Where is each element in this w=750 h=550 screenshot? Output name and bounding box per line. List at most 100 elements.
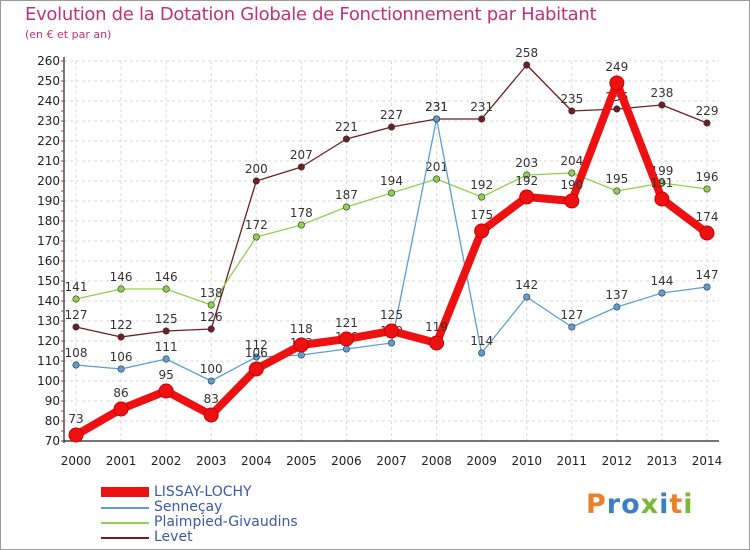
- logo-letter: o: [621, 489, 641, 520]
- logo-letter: i: [683, 489, 694, 520]
- logo-letter: t: [669, 489, 684, 520]
- data-point-plaimpied-givaudins: [297, 221, 305, 229]
- data-point-levet: [342, 135, 350, 143]
- data-point-lissay-lochy: [384, 323, 399, 339]
- data-point-plaimpied-givaudins: [568, 169, 576, 177]
- data-point-senne-ay: [117, 365, 125, 373]
- x-tick-label: 2013: [647, 454, 678, 468]
- data-point-levet: [387, 123, 395, 131]
- data-label-plaimpied-givaudins: 187: [335, 188, 358, 202]
- data-point-levet: [658, 101, 666, 109]
- data-point-senne-ay: [252, 353, 260, 361]
- data-label-levet: 200: [245, 162, 268, 176]
- data-label-levet: 127: [65, 308, 88, 322]
- y-tick-label: 230: [37, 114, 60, 128]
- data-label-levet: 231: [470, 100, 493, 114]
- data-label-senne-ay: 147: [696, 268, 719, 282]
- y-tick-label: 120: [37, 334, 60, 348]
- data-point-lissay-lochy: [158, 383, 174, 399]
- data-point-senne-ay: [297, 351, 305, 359]
- y-tick-label: 180: [37, 214, 60, 228]
- data-label-senne-ay: 106: [110, 350, 133, 364]
- data-label-lissay-lochy: 174: [696, 210, 719, 224]
- data-point-plaimpied-givaudins: [433, 175, 441, 183]
- x-tick-label: 2000: [61, 454, 92, 468]
- y-tick-label: 100: [37, 374, 60, 388]
- data-label-plaimpied-givaudins: 146: [155, 270, 178, 284]
- y-tick-label: 90: [45, 394, 60, 408]
- data-point-senne-ay: [433, 115, 441, 123]
- y-tick-label: 260: [37, 54, 60, 68]
- data-point-lissay-lochy: [699, 225, 715, 241]
- x-tick-label: 2010: [511, 454, 542, 468]
- x-tick-label: 2003: [196, 454, 227, 468]
- data-point-plaimpied-givaudins: [117, 285, 125, 293]
- data-point-lissay-lochy: [474, 223, 490, 239]
- chart-title: Evolution de la Dotation Globale de Fonc…: [25, 4, 597, 25]
- data-point-levet: [162, 327, 170, 335]
- x-tick-label: 2007: [376, 454, 407, 468]
- data-label-plaimpied-givaudins: 204: [560, 154, 583, 168]
- data-label-plaimpied-givaudins: 196: [696, 170, 719, 184]
- data-label-levet: 207: [290, 148, 313, 162]
- data-point-levet: [297, 163, 305, 171]
- y-tick-label: 250: [37, 74, 60, 88]
- data-label-lissay-lochy: 119: [425, 320, 448, 334]
- y-tick-label: 130: [37, 314, 60, 328]
- proxiti-logo: Proxiti: [586, 489, 694, 520]
- data-label-lissay-lochy: 190: [560, 178, 583, 192]
- data-point-lissay-lochy: [68, 427, 84, 443]
- data-label-lissay-lochy: 125: [380, 308, 403, 322]
- y-tick-label: 200: [37, 174, 60, 188]
- x-tick-label: 2014: [692, 454, 723, 468]
- data-label-senne-ay: 142: [515, 278, 538, 292]
- data-point-levet: [478, 115, 486, 123]
- x-tick-label: 2011: [557, 454, 588, 468]
- data-label-lissay-lochy: 73: [68, 412, 83, 426]
- data-label-lissay-lochy: 83: [204, 392, 219, 406]
- data-label-lissay-lochy: 249: [605, 60, 628, 74]
- y-tick-label: 150: [37, 274, 60, 288]
- data-label-senne-ay: 127: [560, 308, 583, 322]
- x-tick-label: 2006: [331, 454, 362, 468]
- data-point-levet: [703, 119, 711, 127]
- data-point-plaimpied-givaudins: [387, 189, 395, 197]
- data-point-senne-ay: [207, 377, 215, 385]
- data-label-senne-ay: 108: [65, 346, 88, 360]
- data-label-senne-ay: 112: [245, 338, 268, 352]
- data-point-lissay-lochy: [293, 337, 309, 353]
- data-label-levet: 235: [560, 92, 583, 106]
- legend-swatch: [101, 507, 149, 509]
- data-point-lissay-lochy: [564, 193, 580, 209]
- data-point-levet: [252, 177, 260, 185]
- y-tick-label: 140: [37, 294, 60, 308]
- legend-swatch: [101, 537, 149, 539]
- data-point-lissay-lochy: [609, 75, 625, 91]
- chart-subtitle: (en € et par an): [25, 28, 112, 41]
- data-label-plaimpied-givaudins: 203: [515, 156, 538, 170]
- data-label-plaimpied-givaudins: 192: [470, 178, 493, 192]
- data-point-senne-ay: [72, 361, 80, 369]
- y-tick-label: 70: [45, 434, 60, 448]
- data-point-plaimpied-givaudins: [207, 301, 215, 309]
- data-label-plaimpied-givaudins: 138: [200, 286, 223, 300]
- data-point-plaimpied-givaudins: [523, 171, 531, 179]
- data-label-levet: 227: [380, 108, 403, 122]
- data-point-lissay-lochy: [113, 401, 129, 417]
- x-tick-label: 2005: [286, 454, 317, 468]
- y-tick-label: 240: [37, 94, 60, 108]
- data-point-lissay-lochy: [519, 189, 535, 205]
- data-point-lissay-lochy: [203, 407, 219, 423]
- data-point-levet: [207, 325, 215, 333]
- data-point-levet: [568, 107, 576, 115]
- data-label-lissay-lochy: 106: [245, 346, 268, 360]
- data-point-senne-ay: [568, 323, 576, 331]
- y-tick-label: 210: [37, 154, 60, 168]
- data-label-senne-ay: 114: [470, 334, 493, 348]
- data-label-levet: 122: [110, 318, 133, 332]
- logo-letter: r: [606, 489, 622, 520]
- data-label-plaimpied-givaudins: 146: [110, 270, 133, 284]
- data-label-lissay-lochy: 192: [515, 174, 538, 188]
- data-label-lissay-lochy: 175: [470, 208, 493, 222]
